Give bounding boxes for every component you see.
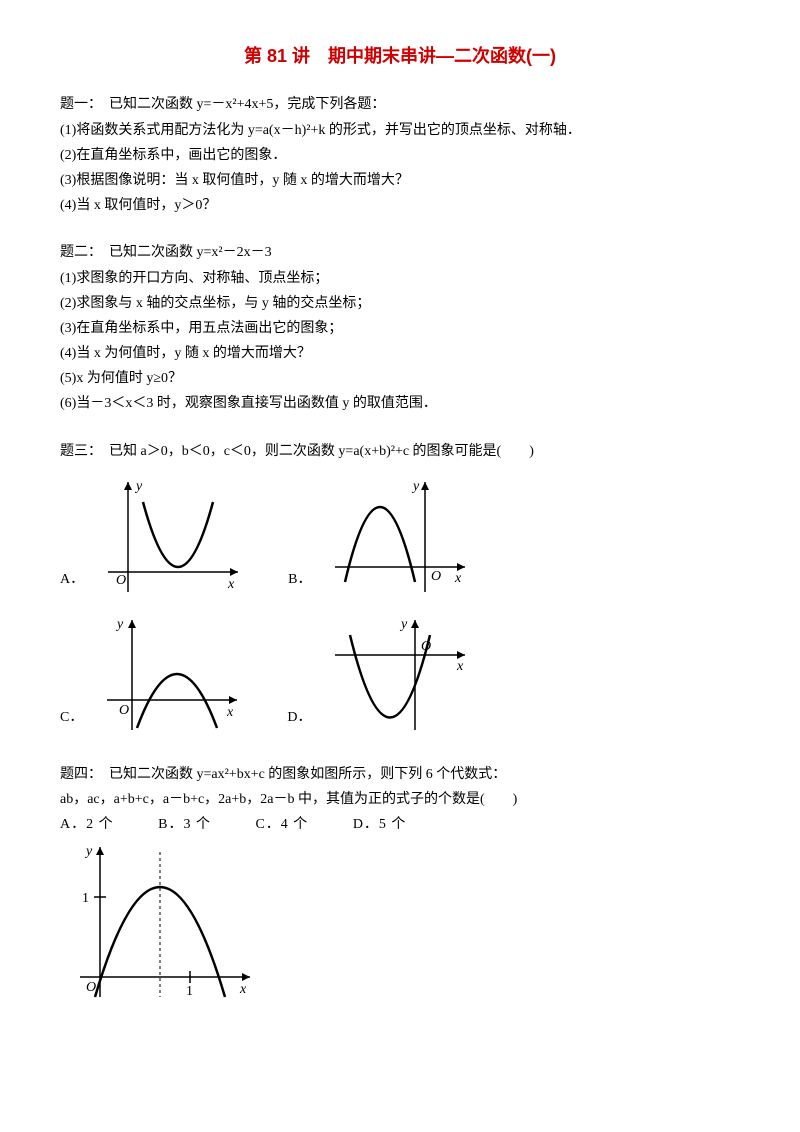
q4-options: A．2 个 B．3 个 C．4 个 D．5 个 — [60, 812, 740, 837]
svg-text:y: y — [399, 617, 408, 632]
q3-graph-c: O x y — [87, 610, 247, 740]
svg-text:1: 1 — [186, 984, 193, 999]
q3-label-a: A． — [60, 567, 88, 602]
q3-label-d: D． — [287, 705, 315, 740]
svg-text:y: y — [411, 479, 420, 494]
svg-text:x: x — [226, 705, 234, 720]
q1-head: 题一： 已知二次函数 y=－x²+4x+5，完成下列各题： — [60, 92, 740, 117]
question-1: 题一： 已知二次函数 y=－x²+4x+5，完成下列各题： (1)将函数关系式用… — [60, 92, 740, 218]
q2-part5: (5)x 为何值时 y≥0？ — [60, 366, 740, 391]
q4-opt-a: A．2 个 — [60, 817, 114, 832]
question-3: 题三： 已知 a＞0，b＜0，c＜0，则二次函数 y=a(x+b)²+c 的图象… — [60, 439, 740, 740]
q3-head: 题三： 已知 a＞0，b＜0，c＜0，则二次函数 y=a(x+b)²+c 的图象… — [60, 439, 740, 464]
svg-text:x: x — [454, 571, 462, 586]
q2-head: 题二： 已知二次函数 y=x²－2x－3 — [60, 240, 740, 265]
question-4: 题四： 已知二次函数 y=ax²+bx+c 的图象如图所示，则下列 6 个代数式… — [60, 762, 740, 1008]
svg-text:O: O — [116, 573, 126, 588]
svg-text:y: y — [115, 617, 124, 632]
q3-graph-d: O x y — [315, 610, 475, 740]
q1-part3: (3)根据图像说明：当 x 取何值时，y 随 x 的增大而增大？ — [60, 168, 740, 193]
q3-label-b: B． — [288, 567, 315, 602]
q2-part3: (3)在直角坐标系中，用五点法画出它的图象； — [60, 316, 740, 341]
q3-graph-a: O x y — [88, 472, 248, 602]
q1-part1: (1)将函数关系式用配方法化为 y=a(x－h)²+k 的形式，并写出它的顶点坐… — [60, 118, 740, 143]
svg-text:y: y — [84, 844, 93, 859]
q1-part2: (2)在直角坐标系中，画出它的图象． — [60, 143, 740, 168]
svg-text:x: x — [456, 659, 464, 674]
q3-graph-b: O x y — [315, 472, 475, 602]
svg-text:x: x — [227, 577, 235, 592]
svg-text:y: y — [134, 479, 143, 494]
q1-part4: (4)当 x 取何值时，y＞0？ — [60, 193, 740, 218]
q2-part1: (1)求图象的开口方向、对称轴、顶点坐标； — [60, 266, 740, 291]
svg-text:1: 1 — [82, 891, 89, 906]
q2-part4: (4)当 x 为何值时，y 随 x 的增大而增大？ — [60, 341, 740, 366]
q3-label-c: C． — [60, 705, 87, 740]
q4-line2: ab，ac，a+b+c，a－b+c，2a+b，2a－b 中，其值为正的式子的个数… — [60, 787, 740, 812]
q2-part2: (2)求图象与 x 轴的交点坐标，与 y 轴的交点坐标； — [60, 291, 740, 316]
svg-text:O: O — [119, 703, 129, 718]
q4-opt-c: C．4 个 — [255, 817, 308, 832]
svg-text:O: O — [431, 569, 441, 584]
q4-head: 题四： 已知二次函数 y=ax²+bx+c 的图象如图所示，则下列 6 个代数式… — [60, 762, 740, 787]
q4-opt-d: D．5 个 — [353, 817, 407, 832]
q4-graph: O x y 1 1 — [60, 837, 260, 1007]
question-2: 题二： 已知二次函数 y=x²－2x－3 (1)求图象的开口方向、对称轴、顶点坐… — [60, 240, 740, 416]
q3-row-cd: C． O x y D． O x y — [60, 610, 740, 740]
q3-row-ab: A． O x y B． O x y — [60, 472, 740, 602]
page-title: 第 81 讲 期中期末串讲—二次函数(一) — [60, 40, 740, 72]
q2-part6: (6)当－3＜x＜3 时，观察图象直接写出函数值 y 的取值范围． — [60, 391, 740, 416]
svg-text:O: O — [86, 980, 96, 995]
q4-opt-b: B．3 个 — [158, 817, 211, 832]
svg-text:x: x — [239, 982, 247, 997]
